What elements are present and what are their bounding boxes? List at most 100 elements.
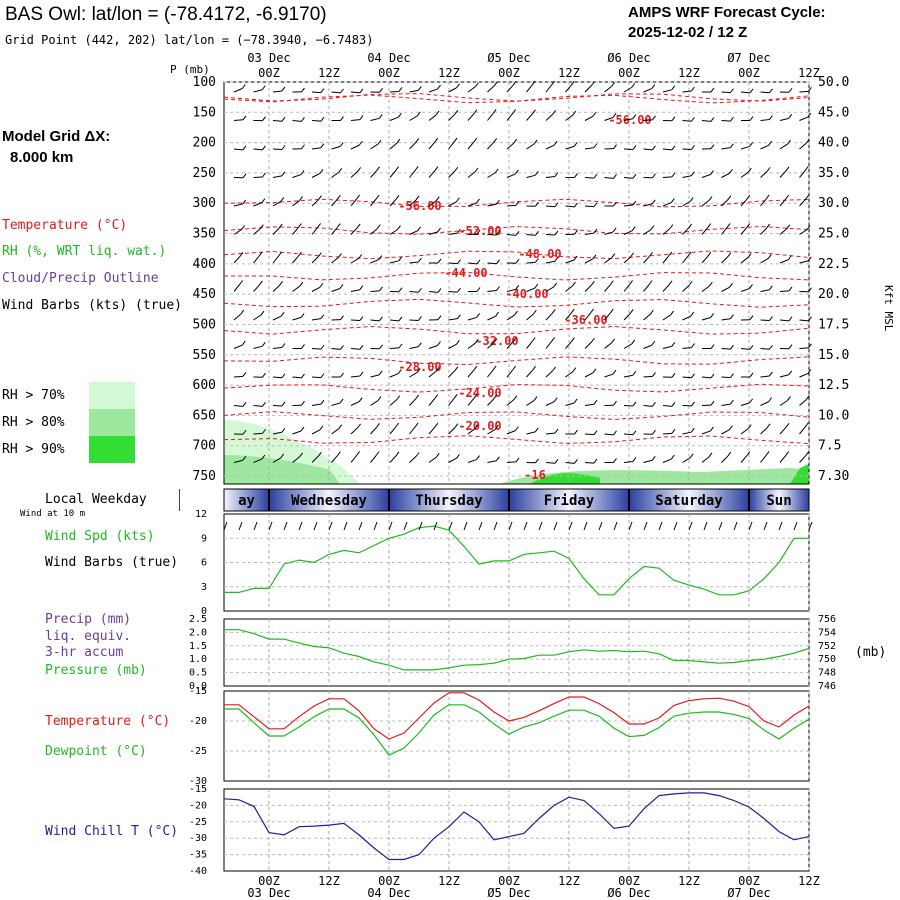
wind-barb-feather: [668, 280, 673, 286]
wind-barb: [311, 429, 321, 435]
wind-barb-feather: [593, 399, 598, 405]
wind-barb: [409, 170, 416, 178]
wind-barb-feather: [320, 116, 325, 122]
wind-barb: [662, 458, 672, 463]
precip-label: Precip (mm): [45, 612, 132, 627]
upper-air-top-tick-label: 12Z: [678, 66, 700, 80]
surface-wind-barb: [478, 521, 483, 531]
wind-barb-feather: [632, 145, 637, 150]
wind-barb-feather: [804, 422, 809, 428]
wind-barb: [760, 401, 769, 406]
wind-barb-feather: [710, 313, 715, 318]
wind-barb-feather: [788, 344, 793, 350]
wind-barb: [448, 343, 457, 349]
wind-barb-feather: [514, 310, 518, 316]
wind-barb-feather: [395, 166, 400, 171]
wind-barb-feather: [456, 454, 460, 459]
wind-barb: [799, 90, 809, 93]
grid-point-subtitle: Grid Point (442, 202) lat/lon = (−78.394…: [5, 33, 374, 47]
wind-barb: [467, 141, 475, 150]
wind-barb: [643, 229, 652, 235]
legend-rh90-label: RH > 90%: [2, 442, 65, 457]
wind-barb: [350, 257, 359, 264]
wind-barb-feather: [593, 430, 598, 435]
wind-barb: [331, 146, 341, 150]
wind-barb-feather: [320, 314, 325, 319]
wind-barb-feather: [808, 343, 812, 349]
wind-barb-feather: [691, 401, 695, 407]
wind-barb: [721, 91, 731, 94]
wind-barb-feather: [688, 223, 693, 229]
wind-barb-feather: [766, 423, 771, 429]
isotherm-line: [223, 271, 810, 281]
wind-barb: [467, 316, 477, 321]
wind-barb-feather: [573, 255, 578, 261]
wind-barb: [721, 172, 730, 178]
upper-air-day-label: 03 Dec: [247, 51, 290, 65]
surface-wind-barb: [733, 521, 738, 531]
wind-barb: [662, 202, 672, 207]
bottom-day-label: Ø5 Dec: [487, 886, 530, 900]
wind-barb: [467, 342, 476, 349]
wind-barb: [604, 342, 612, 349]
precip-pressure-y-tick-label: 1.5: [189, 641, 207, 652]
wind-barb-feather: [534, 427, 539, 433]
wind-barb: [253, 176, 263, 178]
wind-barb: [565, 145, 575, 150]
surface-wind-barb: [718, 521, 723, 531]
wind-barb-feather: [454, 166, 459, 172]
wind-barb: [448, 170, 456, 178]
wind-barb-feather: [456, 314, 461, 319]
wind-barb-feather: [356, 223, 361, 229]
wind-barb-feather: [533, 139, 538, 145]
surface-wind-barb: [763, 521, 768, 531]
surface-wind-barb: [298, 521, 303, 531]
wind-barb-feather: [629, 309, 634, 314]
wind-barb-feather: [319, 169, 324, 174]
wind-barb-feather: [808, 316, 812, 322]
isotherm-line: [223, 93, 810, 102]
wind-barb: [779, 400, 788, 406]
pressure-label: Pressure (mb): [45, 663, 147, 678]
wind-barb-feather: [632, 200, 637, 206]
upper-air-top-tick-label: 12Z: [438, 66, 460, 80]
wind-barb: [701, 200, 710, 207]
wind-barb: [389, 116, 399, 121]
wind-barb: [662, 89, 672, 93]
wind-barb: [467, 171, 476, 178]
wind-barb-feather: [570, 337, 575, 342]
wind-barb: [623, 374, 633, 378]
upper-air-y2-tick-label: 35.0: [818, 166, 849, 181]
wind-barb-feather: [262, 402, 266, 407]
wind-barb-feather: [262, 116, 266, 121]
wind-barb: [350, 91, 361, 94]
rh-fill-mid: [224, 455, 340, 484]
wind-barb-feather: [514, 169, 519, 175]
wind-barb-feather: [435, 110, 440, 116]
wind-barb: [506, 173, 516, 178]
wind-barb-feather: [320, 88, 325, 93]
wind-barb-feather: [278, 251, 283, 257]
wind-barb-feather: [319, 282, 324, 288]
wind-barb-feather: [613, 174, 617, 179]
isotherm-line: [223, 250, 810, 260]
wind-barb-feather: [359, 88, 364, 94]
wind-barb: [721, 199, 729, 207]
wind-barb: [662, 405, 673, 407]
upper-air-y2-tick-label: 15.0: [818, 348, 849, 363]
wind-barb-feather: [474, 424, 479, 429]
wind-barb-feather: [592, 254, 597, 260]
wind-barb-feather: [554, 256, 559, 262]
wind-barb-feather: [747, 424, 752, 429]
wind-barb: [604, 433, 614, 436]
wind-barb: [799, 399, 807, 406]
wind-barb-feather: [710, 344, 715, 349]
wind-barb-feather: [671, 342, 676, 347]
wind-barb-feather: [434, 394, 439, 399]
temperature-line: [224, 692, 810, 740]
surface-wind-barb: [223, 521, 228, 531]
wind-barb-feather: [769, 115, 773, 120]
surface-wind-barb: [688, 521, 693, 531]
wind-barb: [350, 455, 358, 463]
wind-barb: [740, 257, 749, 264]
